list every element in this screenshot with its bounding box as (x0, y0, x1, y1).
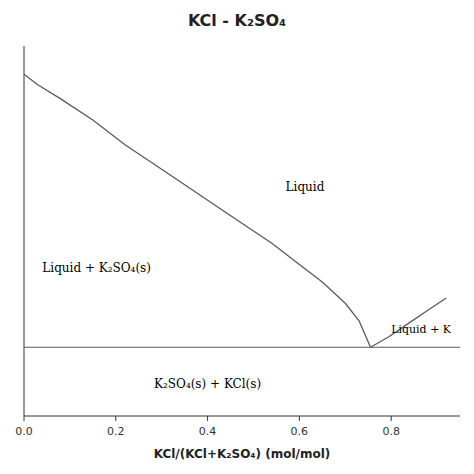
x-tick (391, 416, 392, 421)
y-axis (24, 46, 25, 416)
title: KCl - K₂SO₄ (188, 11, 286, 30)
eutectic-line (24, 347, 460, 348)
chart: KCl - K₂SO₄ 0.0 0.2 0.4 0.6 0.8 KCl/(KCl+K₂SO₄… (0, 0, 474, 474)
x-tick (299, 416, 300, 421)
x-axis-label: KCl/(KCl+K₂SO₄) (mol/mol) (154, 447, 331, 461)
x-axis (24, 416, 460, 417)
x-tick (207, 416, 208, 421)
x-tick-label: 0.2 (107, 425, 125, 438)
x-tick (24, 416, 25, 421)
annotation: Liquid + K (391, 323, 452, 336)
x-tick-label: 0.8 (382, 425, 400, 438)
x-tick (115, 416, 116, 421)
x-tick-label: 0.6 (291, 425, 309, 438)
annotation: K₂SO₄(s) + KCl(s) (154, 377, 261, 391)
annotation: Liquid (286, 180, 325, 194)
liquidus-line (24, 74, 371, 347)
annotation: Liquid + K₂SO₄(s) (42, 261, 151, 275)
x-tick-label: 0.0 (15, 425, 33, 438)
x-tick-label: 0.4 (199, 425, 217, 438)
plot-area (24, 74, 460, 347)
